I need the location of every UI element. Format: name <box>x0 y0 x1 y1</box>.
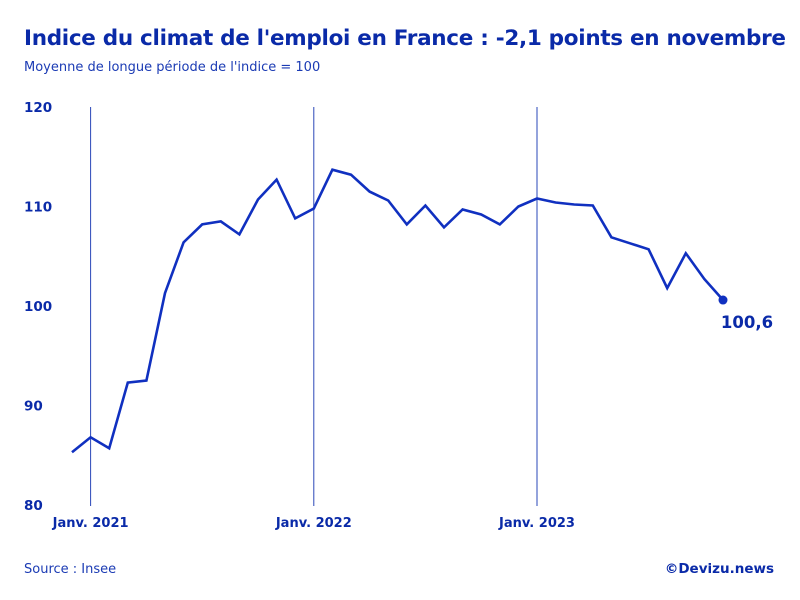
y-tick-label: 110 <box>24 200 52 216</box>
last-value-label: 100,6 <box>721 313 773 332</box>
chart-title: Indice du climat de l'emploi en France :… <box>24 26 786 51</box>
source-note: Source : Insee <box>24 562 117 577</box>
x-tick-label: Janv. 2021 <box>52 516 129 531</box>
y-tick-label: 80 <box>24 498 43 514</box>
y-tick-label: 120 <box>24 100 52 116</box>
brand-credit: ©Devizu.news <box>664 561 774 577</box>
y-tick-label: 90 <box>24 399 43 415</box>
y-tick-label: 100 <box>24 299 52 315</box>
chart-subtitle: Moyenne de longue période de l'indice = … <box>24 60 321 75</box>
series-line <box>71 168 724 454</box>
x-tick-label: Janv. 2023 <box>498 516 575 531</box>
x-tick-label: Janv. 2022 <box>275 516 352 531</box>
last-point-marker <box>718 295 728 305</box>
